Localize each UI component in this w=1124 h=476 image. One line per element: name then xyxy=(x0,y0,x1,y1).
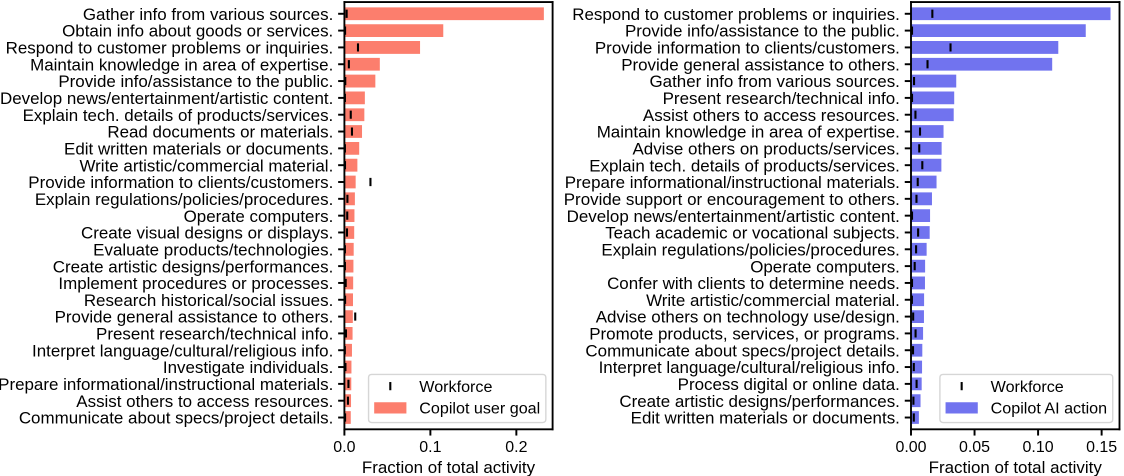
svg-text:Develop news/entertainment/art: Develop news/entertainment/artistic cont… xyxy=(567,207,900,226)
svg-text:Assist others to access resour: Assist others to access resources. xyxy=(643,106,900,125)
svg-text:Investigate individuals.: Investigate individuals. xyxy=(163,358,333,377)
svg-text:Promote products, services, or: Promote products, services, or programs. xyxy=(589,325,900,344)
svg-text:Provide general assistance to: Provide general assistance to others. xyxy=(55,308,334,327)
svg-text:Edit written materials or docu: Edit written materials or documents. xyxy=(631,409,900,428)
svg-text:Develop news/entertainment/art: Develop news/entertainment/artistic cont… xyxy=(0,89,333,108)
svg-text:Advise others on products/serv: Advise others on products/services. xyxy=(633,139,900,158)
svg-text:Interpret language/cultural/re: Interpret language/cultural/religious in… xyxy=(599,358,900,377)
svg-text:Fraction of total activity: Fraction of total activity xyxy=(929,458,1103,476)
svg-text:Prepare informational/instruct: Prepare informational/instructional mate… xyxy=(565,173,900,192)
svg-text:Teach academic or vocational s: Teach academic or vocational subjects. xyxy=(605,224,900,243)
svg-text:Copilot user goal: Copilot user goal xyxy=(419,400,540,418)
svg-text:Fraction of total activity: Fraction of total activity xyxy=(362,458,536,476)
svg-text:0.10: 0.10 xyxy=(1023,439,1054,456)
svg-text:Present research/technical inf: Present research/technical info. xyxy=(96,325,333,344)
svg-text:Workforce: Workforce xyxy=(991,378,1064,396)
svg-text:Copilot AI action: Copilot AI action xyxy=(991,400,1107,418)
svg-text:Gather info from various sourc: Gather info from various sources. xyxy=(649,72,899,91)
svg-text:Create visual designs or displ: Create visual designs or displays. xyxy=(81,224,333,243)
svg-text:Research historical/social iss: Research historical/social issues. xyxy=(84,291,333,310)
svg-text:Gather info from various sourc: Gather info from various sources. xyxy=(83,5,333,24)
svg-text:Process digital or online data: Process digital or online data. xyxy=(678,375,900,394)
svg-text:Respond to customer problems o: Respond to customer problems or inquirie… xyxy=(6,39,334,58)
svg-text:Maintain knowledge in area of: Maintain knowledge in area of expertise. xyxy=(30,55,333,74)
svg-text:Communicate about specs/projec: Communicate about specs/project details. xyxy=(585,341,899,360)
svg-text:Interpret language/cultural/re: Interpret language/cultural/religious in… xyxy=(32,341,333,360)
svg-text:Explain tech. details of produ: Explain tech. details of products/servic… xyxy=(589,156,900,175)
svg-text:0.0: 0.0 xyxy=(333,439,355,456)
svg-text:Edit written materials or docu: Edit written materials or documents. xyxy=(64,139,333,158)
svg-text:Communicate about specs/projec: Communicate about specs/project details. xyxy=(19,409,333,428)
svg-text:0.2: 0.2 xyxy=(505,439,527,456)
svg-text:Provide information to clients: Provide information to clients/customers… xyxy=(595,39,900,58)
svg-text:Assist others to access resour: Assist others to access resources. xyxy=(76,392,333,411)
svg-text:Confer with clients to determi: Confer with clients to determine needs. xyxy=(607,274,900,293)
svg-text:Evaluate products/technologies: Evaluate products/technologies. xyxy=(93,240,333,259)
svg-text:Explain tech. details of produ: Explain tech. details of products/servic… xyxy=(23,106,334,125)
svg-text:Provide support or encourageme: Provide support or encouragement to othe… xyxy=(564,190,900,209)
svg-text:0.05: 0.05 xyxy=(959,439,990,456)
svg-text:Prepare informational/instruct: Prepare informational/instructional mate… xyxy=(0,375,333,394)
svg-text:Create artistic designs/perfor: Create artistic designs/performances. xyxy=(53,257,334,276)
svg-text:Explain regulations/policies/p: Explain regulations/policies/procedures. xyxy=(35,190,333,209)
svg-text:Read documents or materials.: Read documents or materials. xyxy=(107,123,333,142)
svg-text:Write artistic/commercial mate: Write artistic/commercial material. xyxy=(646,291,900,310)
svg-text:Provide info/assistance to the: Provide info/assistance to the public. xyxy=(58,72,333,91)
svg-text:Present research/technical inf: Present research/technical info. xyxy=(663,89,900,108)
svg-text:Implement procedures or proces: Implement procedures or processes. xyxy=(58,274,333,293)
svg-text:Write artistic/commercial mate: Write artistic/commercial material. xyxy=(79,156,333,175)
svg-text:Workforce: Workforce xyxy=(419,378,492,396)
svg-text:0.15: 0.15 xyxy=(1086,439,1117,456)
svg-text:0.1: 0.1 xyxy=(419,439,441,456)
svg-text:Create artistic designs/perfor: Create artistic designs/performances. xyxy=(619,392,900,411)
svg-text:Maintain knowledge in area of: Maintain knowledge in area of expertise. xyxy=(597,123,900,142)
svg-text:Operate computers.: Operate computers. xyxy=(750,257,900,276)
svg-text:Operate computers.: Operate computers. xyxy=(184,207,334,226)
svg-text:Obtain info about goods or ser: Obtain info about goods or services. xyxy=(62,22,333,41)
svg-text:Provide general assistance to: Provide general assistance to others. xyxy=(621,55,900,74)
svg-text:Provide information to clients: Provide information to clients/customers… xyxy=(28,173,333,192)
svg-text:Respond to customer problems o: Respond to customer problems or inquirie… xyxy=(572,5,900,24)
svg-text:Advise others on technology us: Advise others on technology use/design. xyxy=(596,308,900,327)
svg-text:Provide info/assistance to the: Provide info/assistance to the public. xyxy=(625,22,900,41)
svg-text:0.00: 0.00 xyxy=(895,439,926,456)
svg-text:Explain regulations/policies/p: Explain regulations/policies/procedures. xyxy=(601,240,899,259)
